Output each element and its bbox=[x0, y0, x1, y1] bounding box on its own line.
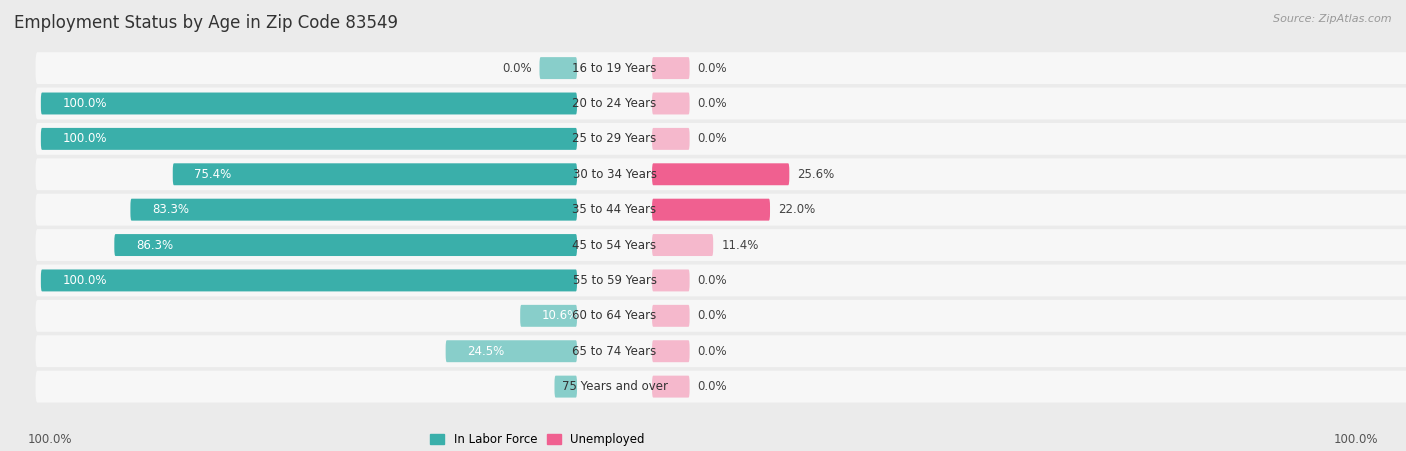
Text: 25 to 29 Years: 25 to 29 Years bbox=[572, 133, 657, 145]
Text: 20 to 24 Years: 20 to 24 Years bbox=[572, 97, 657, 110]
Text: 100.0%: 100.0% bbox=[28, 433, 73, 446]
FancyBboxPatch shape bbox=[173, 163, 576, 185]
Text: 0.0%: 0.0% bbox=[697, 309, 727, 322]
FancyBboxPatch shape bbox=[35, 158, 1406, 190]
FancyBboxPatch shape bbox=[131, 199, 576, 221]
FancyBboxPatch shape bbox=[35, 194, 1406, 226]
FancyBboxPatch shape bbox=[652, 57, 689, 79]
FancyBboxPatch shape bbox=[652, 305, 689, 327]
Text: 0.0%: 0.0% bbox=[502, 62, 531, 74]
FancyBboxPatch shape bbox=[41, 128, 576, 150]
Text: 0.0%: 0.0% bbox=[697, 345, 727, 358]
Text: 45 to 54 Years: 45 to 54 Years bbox=[572, 239, 657, 252]
Text: 100.0%: 100.0% bbox=[62, 274, 107, 287]
FancyBboxPatch shape bbox=[652, 376, 689, 398]
Text: 4.2%: 4.2% bbox=[576, 380, 606, 393]
Text: 65 to 74 Years: 65 to 74 Years bbox=[572, 345, 657, 358]
FancyBboxPatch shape bbox=[114, 234, 576, 256]
Text: 75 Years and over: 75 Years and over bbox=[561, 380, 668, 393]
FancyBboxPatch shape bbox=[652, 92, 689, 115]
FancyBboxPatch shape bbox=[35, 265, 1406, 296]
FancyBboxPatch shape bbox=[652, 234, 713, 256]
Text: 0.0%: 0.0% bbox=[697, 97, 727, 110]
Text: 22.0%: 22.0% bbox=[778, 203, 815, 216]
FancyBboxPatch shape bbox=[35, 87, 1406, 120]
Text: 0.0%: 0.0% bbox=[697, 380, 727, 393]
FancyBboxPatch shape bbox=[35, 335, 1406, 367]
FancyBboxPatch shape bbox=[554, 376, 576, 398]
Text: 75.4%: 75.4% bbox=[194, 168, 232, 181]
Text: 16 to 19 Years: 16 to 19 Years bbox=[572, 62, 657, 74]
FancyBboxPatch shape bbox=[41, 269, 576, 291]
Text: 0.0%: 0.0% bbox=[697, 274, 727, 287]
FancyBboxPatch shape bbox=[41, 92, 576, 115]
FancyBboxPatch shape bbox=[35, 229, 1406, 261]
Legend: In Labor Force, Unemployed: In Labor Force, Unemployed bbox=[430, 433, 645, 446]
Text: 0.0%: 0.0% bbox=[697, 62, 727, 74]
Text: Source: ZipAtlas.com: Source: ZipAtlas.com bbox=[1274, 14, 1392, 23]
Text: 100.0%: 100.0% bbox=[1333, 433, 1378, 446]
Text: 83.3%: 83.3% bbox=[152, 203, 188, 216]
FancyBboxPatch shape bbox=[35, 371, 1406, 403]
Text: 35 to 44 Years: 35 to 44 Years bbox=[572, 203, 657, 216]
FancyBboxPatch shape bbox=[35, 52, 1406, 84]
Text: 100.0%: 100.0% bbox=[62, 133, 107, 145]
FancyBboxPatch shape bbox=[35, 123, 1406, 155]
Text: 100.0%: 100.0% bbox=[62, 97, 107, 110]
Text: 86.3%: 86.3% bbox=[136, 239, 173, 252]
Text: 24.5%: 24.5% bbox=[467, 345, 505, 358]
FancyBboxPatch shape bbox=[446, 340, 576, 362]
FancyBboxPatch shape bbox=[652, 340, 689, 362]
FancyBboxPatch shape bbox=[540, 57, 576, 79]
FancyBboxPatch shape bbox=[35, 300, 1406, 332]
Text: 55 to 59 Years: 55 to 59 Years bbox=[572, 274, 657, 287]
Text: 60 to 64 Years: 60 to 64 Years bbox=[572, 309, 657, 322]
FancyBboxPatch shape bbox=[520, 305, 576, 327]
Text: 25.6%: 25.6% bbox=[797, 168, 835, 181]
FancyBboxPatch shape bbox=[652, 199, 770, 221]
FancyBboxPatch shape bbox=[652, 128, 689, 150]
FancyBboxPatch shape bbox=[652, 163, 789, 185]
Text: 10.6%: 10.6% bbox=[541, 309, 579, 322]
FancyBboxPatch shape bbox=[652, 269, 689, 291]
Text: 30 to 34 Years: 30 to 34 Years bbox=[572, 168, 657, 181]
Text: 11.4%: 11.4% bbox=[721, 239, 759, 252]
Text: 0.0%: 0.0% bbox=[697, 133, 727, 145]
Text: Employment Status by Age in Zip Code 83549: Employment Status by Age in Zip Code 835… bbox=[14, 14, 398, 32]
